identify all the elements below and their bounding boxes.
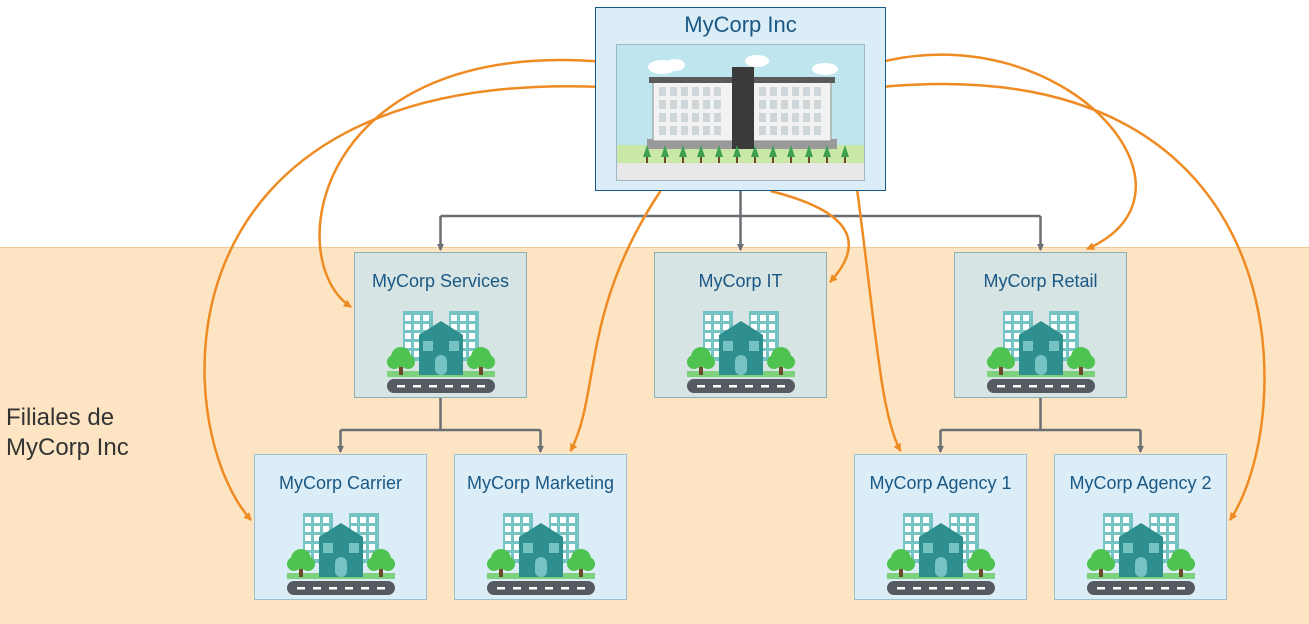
node-title: MyCorp Services [355,253,526,305]
office-illustration [281,507,401,599]
node-mycorp-agency-1: MyCorp Agency 1 [854,454,1027,600]
node-title: MyCorp Carrier [255,455,426,507]
node-mycorp-it: MyCorp IT [654,252,827,398]
office-illustration [981,305,1101,397]
subsidiaries-label-text: Filiales de MyCorp Inc [6,404,129,461]
node-mycorp-carrier: MyCorp Carrier [254,454,427,600]
subsidiaries-label: Filiales de MyCorp Inc [6,403,176,463]
node-title: MyCorp Marketing [455,455,626,507]
node-mycorp-inc: MyCorp Inc [595,7,886,191]
office-illustration [481,507,601,599]
org-chart-canvas: Filiales de MyCorp Inc MyCorp Inc MyCorp… [0,0,1309,624]
node-title: MyCorp Inc [596,8,885,44]
node-title: MyCorp Retail [955,253,1126,305]
node-mycorp-services: MyCorp Services [354,252,527,398]
node-title: MyCorp IT [655,253,826,305]
office-illustration [681,305,801,397]
node-mycorp-marketing: MyCorp Marketing [454,454,627,600]
node-title: MyCorp Agency 1 [855,455,1026,507]
node-mycorp-retail: MyCorp Retail [954,252,1127,398]
office-illustration [381,305,501,397]
node-mycorp-agency-2: MyCorp Agency 2 [1054,454,1227,600]
office-illustration [1081,507,1201,599]
office-illustration [881,507,1001,599]
headquarters-illustration [616,44,865,181]
node-title: MyCorp Agency 2 [1055,455,1226,507]
